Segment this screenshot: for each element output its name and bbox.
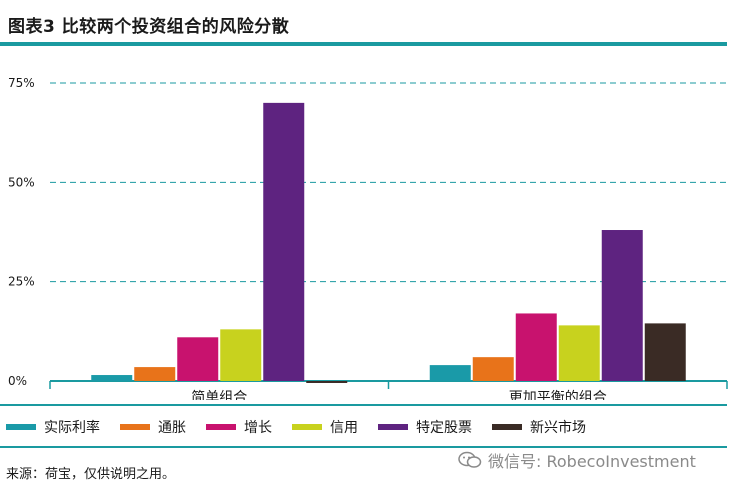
bar xyxy=(263,102,305,381)
bar xyxy=(429,365,471,381)
bar xyxy=(177,337,219,381)
page-title: 图表3 比较两个投资组合的风险分散 xyxy=(8,17,290,37)
y-tick-label: 50% xyxy=(8,175,35,189)
legend-bottom-divider xyxy=(0,446,727,448)
legend-swatch xyxy=(492,424,522,430)
bar xyxy=(306,381,348,383)
x-category-label: 简单组合 xyxy=(191,389,247,400)
y-tick-label: 25% xyxy=(8,275,35,289)
title-divider xyxy=(0,42,727,46)
legend-label: 通胀 xyxy=(158,420,186,436)
legend-swatch xyxy=(378,424,408,430)
y-tick-label: 75% xyxy=(8,76,35,90)
bar xyxy=(91,375,133,381)
wechat-icon xyxy=(458,451,482,468)
legend-swatch xyxy=(120,424,150,430)
wechat-watermark: 微信号: RobecoInvestment xyxy=(458,448,696,472)
legend-item: 增长 xyxy=(206,417,272,437)
legend-item: 实际利率 xyxy=(6,417,100,437)
legend-label: 实际利率 xyxy=(44,420,100,436)
legend-label: 特定股票 xyxy=(416,420,472,436)
x-category-label: 更加平衡的组合 xyxy=(509,390,607,400)
bar xyxy=(558,325,600,381)
chart-legend: 实际利率 通胀 增长 信用 特定股票 新兴市场 xyxy=(6,417,606,437)
watermark-text: 微信号: RobecoInvestment xyxy=(488,452,696,471)
legend-item: 通胀 xyxy=(120,417,186,437)
bar xyxy=(472,357,514,381)
legend-item: 特定股票 xyxy=(378,417,472,437)
legend-item: 新兴市场 xyxy=(492,417,586,437)
source-note: 来源：荷宝，仅供说明之用。 xyxy=(6,467,176,482)
legend-swatch xyxy=(6,424,36,430)
legend-top-divider xyxy=(0,404,727,406)
bar xyxy=(644,323,686,381)
legend-item: 信用 xyxy=(292,417,358,437)
legend-swatch xyxy=(292,424,322,430)
bar xyxy=(515,313,557,381)
y-tick-label: 0% xyxy=(8,374,27,388)
legend-label: 新兴市场 xyxy=(530,420,586,436)
bar-chart: 0% 25% 50% 75% 简单组合 更加平衡的组合 xyxy=(8,76,728,400)
legend-label: 信用 xyxy=(330,420,358,436)
bar xyxy=(220,329,262,381)
legend-label: 增长 xyxy=(244,420,272,436)
bar xyxy=(601,230,643,381)
bar xyxy=(134,367,176,381)
legend-swatch xyxy=(206,424,236,430)
